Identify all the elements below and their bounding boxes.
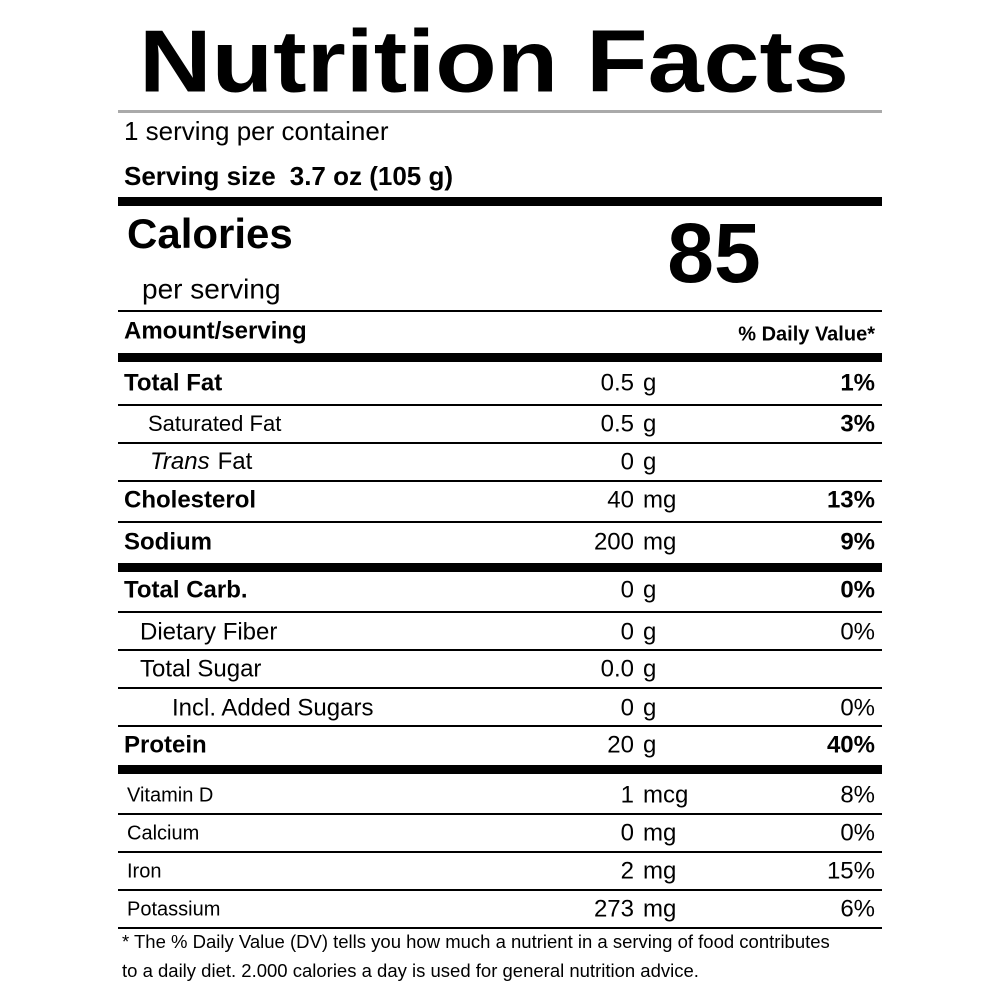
daily-value: 0% — [840, 819, 875, 846]
nutrient-name: Saturated Fat — [148, 411, 281, 436]
amount: 2 — [621, 857, 634, 884]
unit: g — [643, 694, 656, 721]
footnote: to a daily diet. 2.000 calories a day is… — [122, 960, 699, 981]
divider — [118, 725, 882, 727]
divider — [118, 927, 882, 929]
amount: 273 — [594, 895, 634, 922]
divider — [118, 687, 882, 689]
daily-value: 0% — [840, 694, 875, 721]
divider — [118, 611, 882, 613]
unit: mg — [643, 528, 676, 555]
serving-size-label: Serving size — [124, 161, 276, 191]
unit: mcg — [643, 781, 688, 808]
amount: 0 — [621, 694, 634, 721]
servings: 1 serving per container — [124, 116, 389, 146]
nutrient-name: Sodium — [124, 528, 212, 555]
thick-divider — [118, 353, 882, 362]
nutrient-name-italic: Trans — [150, 448, 210, 475]
unit: g — [643, 410, 656, 437]
thick-divider — [118, 563, 882, 572]
divider — [118, 851, 882, 853]
title: Nutrition Facts — [139, 11, 849, 110]
daily-value: 13% — [827, 486, 875, 513]
nutrient-name: Incl. Added Sugars — [172, 694, 373, 721]
daily-value: 3% — [840, 410, 875, 437]
daily-value: 1% — [840, 369, 875, 396]
nutrient-name: Trans Fat — [150, 448, 253, 475]
unit: g — [643, 448, 656, 475]
daily-value: 0% — [840, 618, 875, 645]
amount: 0.5 — [601, 369, 634, 396]
calories-sublabel: per serving — [142, 273, 281, 304]
nutrient-rows: Total Fat 0.5 g 1% Saturated Fat 0.5 g 3% Trans F… — [118, 369, 882, 929]
unit: g — [643, 618, 656, 645]
amount: 1 — [621, 781, 634, 808]
divider — [118, 521, 882, 523]
amount: 20 — [607, 731, 634, 758]
divider — [118, 404, 882, 406]
nutrient-name-rest: Fat — [218, 448, 253, 475]
nutrient-name: Protein — [124, 731, 207, 758]
calories-label: Calories — [127, 210, 293, 257]
unit: mg — [643, 486, 676, 513]
amount: 0.0 — [601, 655, 634, 682]
nutrient-name: Iron — [127, 860, 161, 882]
amount: 0.5 — [601, 410, 634, 437]
calories-value: 85 — [667, 206, 760, 300]
divider — [118, 649, 882, 651]
unit: g — [643, 731, 656, 758]
unit: g — [643, 369, 656, 396]
divider — [118, 889, 882, 891]
divider — [118, 480, 882, 482]
daily-value: 15% — [827, 857, 875, 884]
nutrient-name: Total Fat — [124, 369, 222, 396]
serving-size-value: 3.7 oz (105 g) — [290, 161, 453, 191]
nutrient-name: Calcium — [127, 822, 199, 844]
serving-size: Serving size 3.7 oz (105 g) — [124, 161, 453, 191]
nutrient-name: Total Sugar — [140, 655, 261, 682]
nutrient-name: Total Carb. — [124, 576, 248, 603]
amount: 0 — [621, 448, 634, 475]
amount: 0 — [621, 618, 634, 645]
amount: 200 — [594, 528, 634, 555]
divider — [118, 442, 882, 444]
daily-value: 40% — [827, 731, 875, 758]
daily-value: 8% — [840, 781, 875, 808]
divider — [118, 110, 882, 113]
amount-header: Amount/serving — [124, 317, 307, 344]
unit: mg — [643, 857, 676, 884]
thick-divider — [118, 197, 882, 206]
unit: mg — [643, 819, 676, 846]
nutrient-name: Cholesterol — [124, 486, 256, 513]
nutrient-name: Potassium — [127, 898, 220, 920]
nutrient-name: Vitamin D — [127, 784, 213, 806]
amount: 0 — [621, 819, 634, 846]
daily-value: 0% — [840, 576, 875, 603]
unit: mg — [643, 895, 676, 922]
amount: 0 — [621, 576, 634, 603]
unit: g — [643, 655, 656, 682]
thick-divider — [118, 765, 882, 774]
divider — [118, 310, 882, 312]
daily-value: 9% — [840, 528, 875, 555]
amount: 40 — [607, 486, 634, 513]
footnote: * The % Daily Value (DV) tells you how m… — [122, 931, 830, 952]
divider — [118, 813, 882, 815]
nutrient-name: Dietary Fiber — [140, 618, 277, 645]
dv-header: % Daily Value* — [738, 323, 875, 345]
unit: g — [643, 576, 656, 603]
daily-value: 6% — [840, 895, 875, 922]
